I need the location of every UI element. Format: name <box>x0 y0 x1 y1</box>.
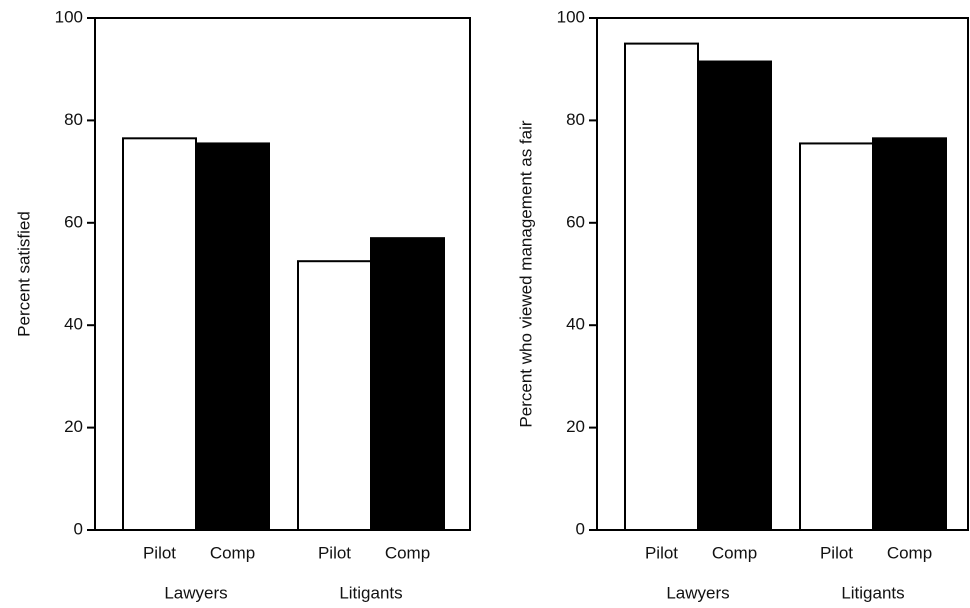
y-tick-label: 0 <box>576 519 585 538</box>
bar <box>370 237 445 531</box>
bar <box>624 42 699 531</box>
x-tick-label: Pilot <box>318 543 351 562</box>
y-axis-label: Percent who viewed management as fair <box>516 120 535 427</box>
y-tick-label: 80 <box>566 110 585 129</box>
y-tick-label: 100 <box>55 7 83 26</box>
y-tick-label: 60 <box>64 212 83 231</box>
y-tick-label: 80 <box>64 110 83 129</box>
bar <box>697 60 772 532</box>
plot-frame <box>596 17 969 531</box>
group-label: Litigants <box>339 583 402 602</box>
x-tick-label: Comp <box>210 543 255 562</box>
y-tick-label: 100 <box>557 7 585 26</box>
x-tick-label: Comp <box>887 543 932 562</box>
group-label: Lawyers <box>666 583 729 602</box>
bar <box>799 142 874 531</box>
y-tick-label: 40 <box>64 315 83 334</box>
bar <box>195 142 270 531</box>
bar <box>297 260 372 531</box>
group-label: Litigants <box>841 583 904 602</box>
y-axis-label: Percent satisfied <box>14 211 33 337</box>
group-label: Lawyers <box>164 583 227 602</box>
x-tick-label: Pilot <box>820 543 853 562</box>
plot-frame <box>94 17 471 531</box>
x-tick-label: Comp <box>712 543 757 562</box>
y-tick-label: 20 <box>566 417 585 436</box>
x-tick-label: Comp <box>385 543 430 562</box>
y-tick-label: 0 <box>74 519 83 538</box>
y-tick-label: 20 <box>64 417 83 436</box>
y-tick-label: 60 <box>566 212 585 231</box>
x-tick-label: Pilot <box>645 543 678 562</box>
bar <box>872 137 947 531</box>
bar <box>122 137 197 531</box>
x-tick-label: Pilot <box>143 543 176 562</box>
y-tick-label: 40 <box>566 315 585 334</box>
